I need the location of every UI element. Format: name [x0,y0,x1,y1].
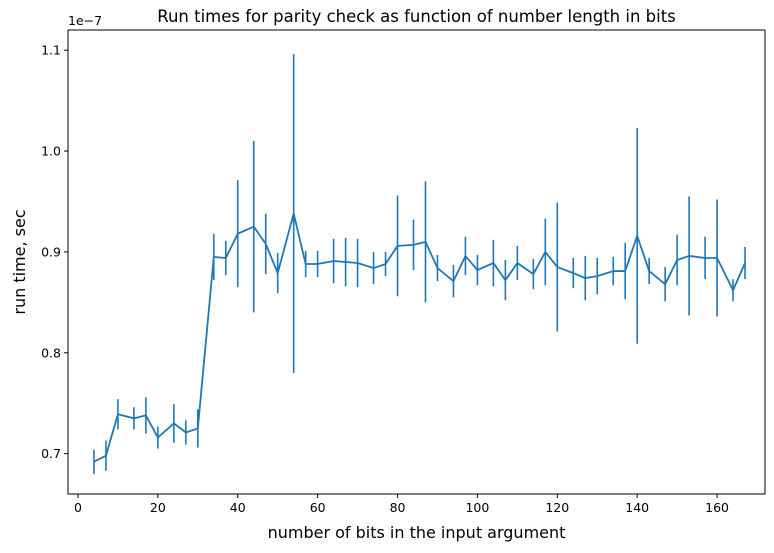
data-point [584,277,587,279]
data-point [356,262,359,264]
data-point [464,255,467,257]
y-offset-label: 1e−7 [68,13,102,28]
data-point [664,283,666,285]
data-point [572,272,575,274]
data-point [236,232,239,235]
data-point [384,263,387,265]
y-axis-ticks: 0.7 0.8 0.9 1.0 1.1 [41,43,68,461]
data-point [624,270,627,272]
x-tick-label: 40 [230,500,246,515]
data-point [93,460,95,463]
data-point [332,260,335,262]
data-point [704,257,706,259]
x-tick-label: 20 [150,500,166,515]
x-tick-label: 120 [545,500,569,515]
x-axis-ticks: 0 20 40 60 80 100 120 140 160 [74,494,729,515]
data-point [292,212,295,215]
x-tick-label: 160 [705,500,729,515]
y-axis-label: run time, sec [10,209,29,314]
x-tick-label: 100 [465,500,489,515]
data-point [412,244,415,246]
data-point [424,241,427,243]
data-point [452,280,455,282]
x-tick-label: 140 [625,500,649,515]
data-point [173,422,175,425]
data-point [636,234,638,237]
data-point [145,414,147,417]
data-point [117,413,119,416]
data-point [492,262,495,264]
data-point [185,431,187,434]
data-point [516,262,519,264]
data-point [744,262,746,264]
y-tick-label: 0.9 [41,244,61,259]
data-point [212,256,215,258]
data-point [344,261,347,263]
data-point [676,259,678,261]
data-point [732,289,734,292]
y-tick-label: 0.7 [41,446,61,461]
data-point [372,267,375,269]
x-tick-label: 80 [390,500,406,515]
data-point [532,273,535,275]
data-point [544,251,547,253]
data-point [304,263,307,265]
axes-frame [67,29,766,495]
data-point [688,255,690,257]
data-point [157,436,159,439]
data-point [396,245,399,247]
data-point [252,225,255,228]
data-point [133,417,135,420]
data-point [105,454,107,457]
data-point [596,275,599,277]
data-point [436,267,439,269]
data-point [276,272,279,274]
data-point [316,263,319,265]
data-point [224,257,227,259]
data-points [93,212,746,463]
data-point [556,266,559,268]
data-point [264,243,267,245]
data-point [476,269,479,271]
chart-title: Run times for parity check as function o… [157,7,676,26]
data-point [648,270,650,272]
y-tick-label: 0.8 [41,345,61,360]
data-point [504,279,507,281]
x-axis-label: number of bits in the input argument [268,523,566,542]
data-point [197,427,199,430]
data-point [612,270,615,272]
data-point [716,257,718,259]
x-tick-label: 0 [74,500,82,515]
y-tick-label: 1.0 [41,144,61,159]
y-tick-label: 1.1 [41,43,61,58]
plot-area [93,54,746,474]
x-tick-label: 60 [310,500,326,515]
series-line [93,212,746,463]
